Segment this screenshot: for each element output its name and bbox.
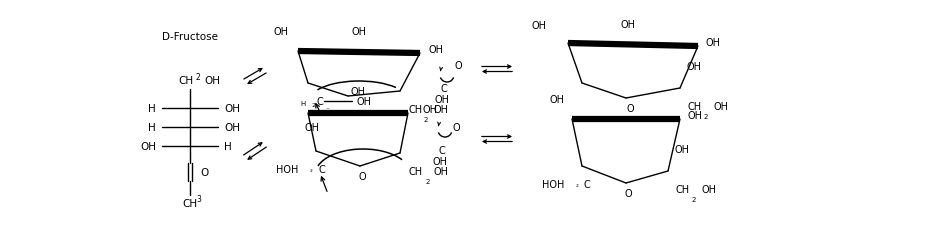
Text: 2: 2: [195, 72, 201, 81]
Text: C: C: [584, 179, 590, 189]
Text: OH: OH: [713, 102, 728, 112]
Text: OH: OH: [273, 27, 288, 37]
Text: ₂: ₂: [309, 166, 313, 172]
Text: O: O: [200, 167, 208, 177]
Text: OH: OH: [549, 94, 564, 105]
Text: CH: CH: [676, 184, 690, 194]
Text: OH: OH: [224, 103, 240, 113]
Text: ⁻: ⁻: [325, 105, 329, 114]
Text: OH: OH: [224, 122, 240, 132]
Text: CH: CH: [408, 105, 422, 115]
Text: OH: OH: [350, 87, 365, 97]
Text: H: H: [149, 103, 156, 113]
Text: OH: OH: [701, 184, 716, 194]
Text: O: O: [452, 122, 460, 132]
Text: HOH: HOH: [276, 164, 298, 174]
Text: O: O: [626, 103, 634, 113]
Text: OH: OH: [433, 166, 448, 176]
Text: OH: OH: [432, 156, 447, 166]
Text: OH: OH: [688, 110, 703, 121]
Text: OH: OH: [434, 94, 449, 105]
Text: CH: CH: [408, 166, 422, 176]
Text: 2: 2: [426, 178, 431, 184]
Text: OH: OH: [433, 105, 448, 115]
Text: OH: OH: [140, 141, 156, 151]
Text: 3: 3: [196, 195, 202, 204]
Text: H: H: [149, 122, 156, 132]
Text: OH: OH: [428, 45, 443, 55]
Text: 2: 2: [311, 103, 315, 108]
Text: OH: OH: [422, 105, 437, 115]
Text: H: H: [224, 141, 232, 151]
Text: CH: CH: [178, 76, 193, 86]
Text: OH: OH: [706, 38, 721, 48]
Text: OH: OH: [351, 27, 366, 37]
Text: OH: OH: [204, 76, 220, 86]
Text: C: C: [318, 164, 325, 174]
Text: ₂: ₂: [575, 181, 578, 187]
Text: O: O: [624, 188, 631, 198]
Text: OH: OH: [357, 97, 372, 106]
Text: C: C: [441, 84, 447, 94]
Text: O: O: [358, 171, 366, 181]
Text: OH: OH: [531, 21, 546, 31]
Text: D-Fructose: D-Fructose: [162, 32, 218, 42]
Text: OH: OH: [620, 20, 635, 30]
Text: CH: CH: [182, 198, 198, 208]
Text: O: O: [454, 61, 461, 71]
Text: OH: OH: [686, 62, 701, 72]
Text: OH: OH: [674, 144, 689, 154]
Text: H: H: [301, 100, 306, 106]
Text: C: C: [316, 97, 323, 106]
Text: 2: 2: [692, 196, 696, 202]
Text: CH: CH: [688, 102, 702, 112]
Text: OH: OH: [304, 122, 319, 132]
Text: C: C: [439, 145, 446, 155]
Text: 2: 2: [704, 113, 708, 119]
Text: 2: 2: [424, 116, 428, 122]
Text: HOH: HOH: [542, 179, 564, 189]
